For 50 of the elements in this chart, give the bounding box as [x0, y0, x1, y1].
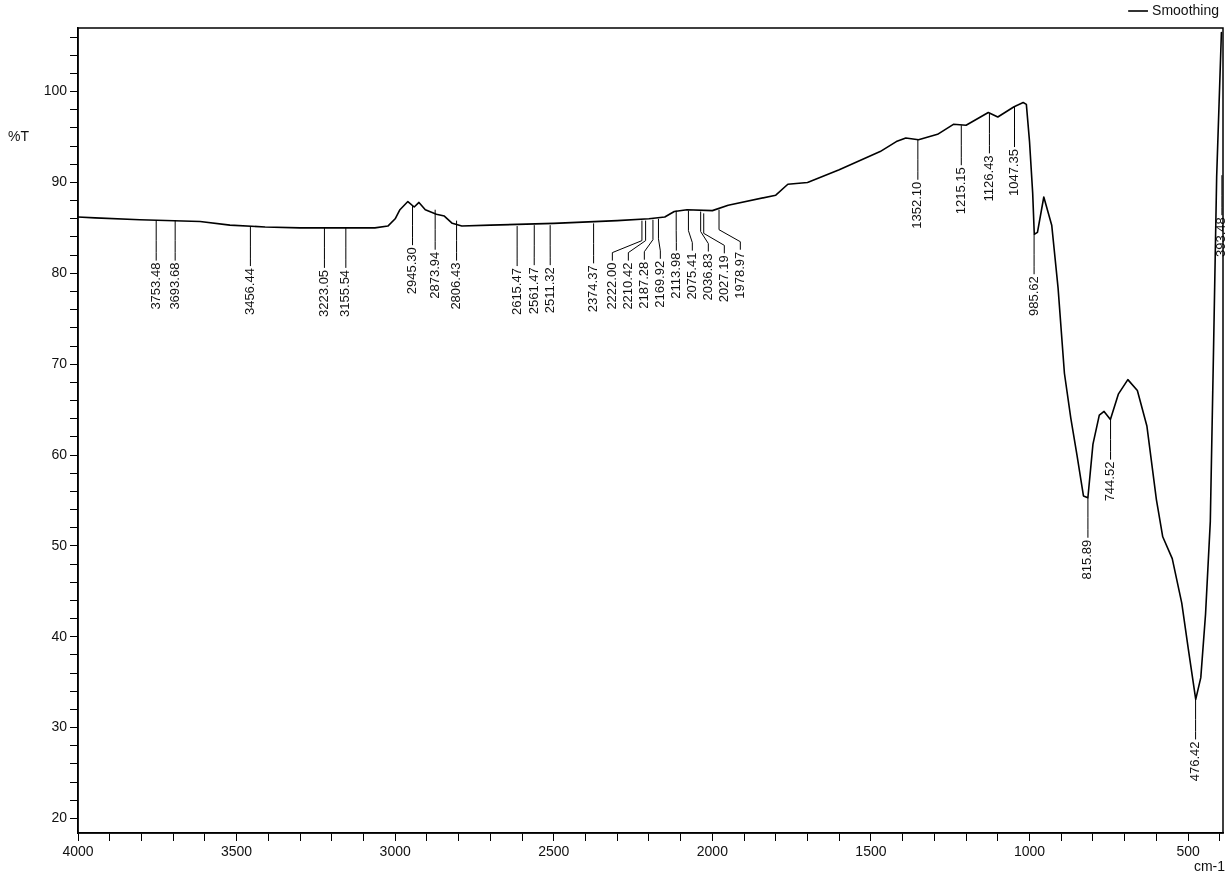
annotation: 1352.10 — [909, 181, 925, 229]
annotation: 3456.44 — [241, 268, 257, 316]
y-tick-label: 20 — [51, 809, 68, 826]
annotation: 2374.37 — [585, 265, 601, 313]
annotation: 476.42 — [1187, 741, 1203, 782]
annotation: 3223.05 — [316, 269, 332, 317]
x-tick-label: 4000 — [62, 843, 94, 860]
annotation: 2873.94 — [426, 251, 442, 299]
annotation: 744.52 — [1102, 461, 1118, 502]
x-tick-label: 2000 — [696, 843, 729, 860]
y-tick-label: 70 — [51, 355, 68, 372]
annotation: 985.62 — [1025, 276, 1041, 317]
annotation: 2113.98 — [667, 252, 683, 299]
x-tick-label: 2500 — [538, 843, 570, 860]
annotation: 2036.83 — [699, 253, 715, 301]
y-tick-label: 40 — [51, 627, 68, 644]
annotation: 2210.42 — [619, 262, 635, 310]
annotation: 3753.48 — [147, 262, 163, 310]
annotation: 3155.54 — [337, 269, 353, 317]
annotation: 1978.97 — [731, 251, 747, 299]
x-tick-label: 3500 — [221, 843, 253, 860]
x-tick-label: 1500 — [855, 843, 887, 860]
annotation: 1215.15 — [952, 167, 968, 215]
annotation: 393.48 — [1213, 217, 1227, 257]
annotation: 2561.47 — [525, 267, 541, 315]
annotation: 3693.68 — [166, 262, 182, 310]
annotation: 2187.28 — [635, 261, 651, 309]
y-tick-label: 90 — [51, 173, 68, 190]
annotation: 2169.92 — [651, 260, 667, 308]
annotation: 2075.41 — [683, 252, 699, 300]
x-axis-title: cm-1 — [1193, 857, 1226, 874]
x-tick-label: 1000 — [1013, 843, 1046, 860]
y-tick-label: 50 — [51, 536, 68, 553]
annotation: 2615.47 — [508, 268, 524, 316]
x-tick-label: 500 — [1176, 843, 1200, 860]
y-tick-label: 30 — [51, 718, 68, 735]
annotation: 1047.35 — [1006, 149, 1022, 197]
x-tick-label: 3000 — [379, 843, 411, 860]
y-axis-title: %T — [8, 127, 30, 144]
annotation: 2027.19 — [715, 255, 731, 303]
y-tick-label: 100 — [43, 82, 68, 99]
y-tick-label: 80 — [51, 264, 68, 281]
legend-label: Smoothing — [1152, 1, 1220, 18]
annotation: 1126.43 — [981, 155, 996, 202]
y-tick-label: 60 — [51, 445, 68, 462]
annotation: 2511.32 — [541, 267, 557, 314]
annotation: 2945.30 — [404, 247, 420, 295]
annotation: 815.89 — [1079, 539, 1095, 580]
annotation: 2806.43 — [448, 262, 464, 310]
annotation: 2222.00 — [603, 262, 619, 310]
